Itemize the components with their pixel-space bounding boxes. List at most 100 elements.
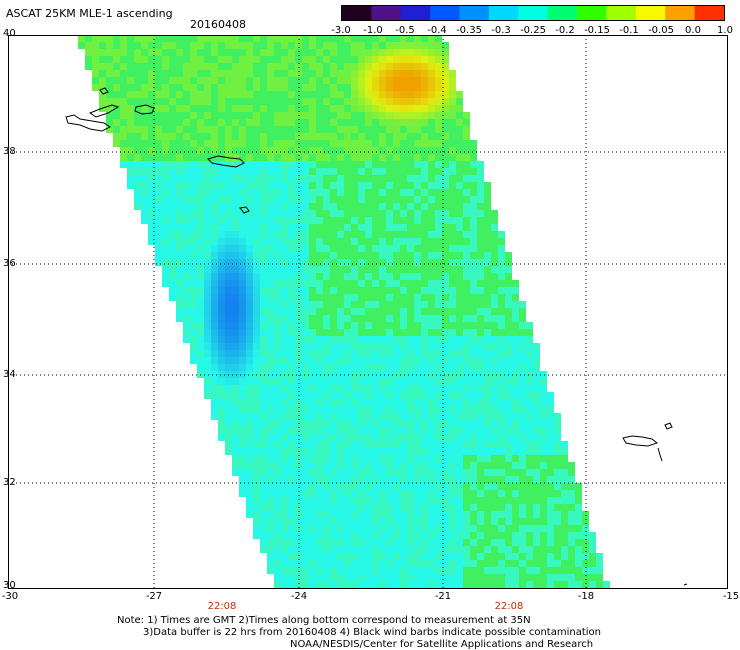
swath-pixel <box>561 539 568 546</box>
swath-pixel <box>330 273 337 280</box>
swath-pixel <box>302 462 309 469</box>
swath-pixel <box>253 126 260 133</box>
swath-pixel <box>442 126 449 133</box>
swath-pixel <box>323 119 330 126</box>
swath-pixel <box>351 329 358 336</box>
swath-pixel <box>386 126 393 133</box>
swath-pixel <box>239 105 246 112</box>
swath-pixel <box>372 441 379 448</box>
swath-pixel <box>288 406 295 413</box>
swath-pixel <box>253 532 260 539</box>
swath-pixel <box>365 98 372 105</box>
swath-pixel <box>414 343 421 350</box>
swath-pixel <box>512 581 519 588</box>
swath-pixel <box>267 252 274 259</box>
swath-pixel <box>239 434 246 441</box>
swath-pixel <box>260 196 267 203</box>
swath-pixel <box>477 546 484 553</box>
swath-pixel <box>218 301 225 308</box>
swath-pixel <box>379 35 386 42</box>
swath-pixel <box>337 161 344 168</box>
swath-pixel <box>561 455 568 462</box>
swath-pixel <box>197 91 204 98</box>
swath-pixel <box>561 469 568 476</box>
swath-pixel <box>449 91 456 98</box>
swath-pixel <box>246 42 253 49</box>
swath-pixel <box>428 343 435 350</box>
swath-pixel <box>309 196 316 203</box>
swath-pixel <box>176 189 183 196</box>
swath-pixel <box>442 532 449 539</box>
swath-pixel <box>190 350 197 357</box>
swath-pixel <box>288 462 295 469</box>
swath-pixel <box>162 91 169 98</box>
swath-pixel <box>421 406 428 413</box>
swath-pixel <box>519 392 526 399</box>
swath-pixel <box>190 42 197 49</box>
swath-pixel <box>421 175 428 182</box>
swath-pixel <box>358 504 365 511</box>
swath-pixel <box>295 343 302 350</box>
swath-pixel <box>393 476 400 483</box>
swath-pixel <box>449 112 456 119</box>
swath-pixel <box>246 511 253 518</box>
swath-pixel <box>421 483 428 490</box>
swath-pixel <box>239 77 246 84</box>
swath-pixel <box>365 406 372 413</box>
swath-pixel <box>477 175 484 182</box>
swath-pixel <box>540 511 547 518</box>
swath-pixel <box>512 399 519 406</box>
swath-pixel <box>309 385 316 392</box>
swath-pixel <box>477 539 484 546</box>
swath-pixel <box>295 315 302 322</box>
swath-pixel <box>582 574 589 581</box>
swath-pixel <box>225 161 232 168</box>
swath-pixel <box>421 238 428 245</box>
swath-pixel <box>218 245 225 252</box>
swath-pixel <box>400 378 407 385</box>
swath-pixel <box>148 84 155 91</box>
swath-pixel <box>302 252 309 259</box>
swath-pixel <box>337 518 344 525</box>
swath-pixel <box>498 238 505 245</box>
swath-pixel <box>274 581 281 588</box>
swath-pixel <box>442 203 449 210</box>
colorbar-segment <box>371 6 402 20</box>
swath-pixel <box>372 385 379 392</box>
swath-pixel <box>456 322 463 329</box>
swath-pixel <box>330 546 337 553</box>
swath-pixel <box>302 490 309 497</box>
swath-pixel <box>393 455 400 462</box>
swath-pixel <box>463 371 470 378</box>
swath-pixel <box>190 357 197 364</box>
swath-pixel <box>484 364 491 371</box>
swath-pixel <box>456 462 463 469</box>
swath-pixel <box>344 504 351 511</box>
swath-pixel <box>309 455 316 462</box>
swath-pixel <box>204 385 211 392</box>
swath-pixel <box>344 161 351 168</box>
swath-pixel <box>421 350 428 357</box>
swath-pixel <box>456 238 463 245</box>
swath-pixel <box>365 553 372 560</box>
swath-pixel <box>309 210 316 217</box>
swath-pixel <box>197 147 204 154</box>
swath-pixel <box>428 497 435 504</box>
swath-pixel <box>379 413 386 420</box>
swath-pixel <box>295 217 302 224</box>
swath-pixel <box>449 273 456 280</box>
swath-pixel <box>211 35 218 42</box>
swath-pixel <box>281 168 288 175</box>
swath-pixel <box>337 154 344 161</box>
swath-pixel <box>267 553 274 560</box>
swath-pixel <box>218 98 225 105</box>
swath-pixel <box>358 147 365 154</box>
swath-pixel <box>253 504 260 511</box>
swath-pixel <box>435 203 442 210</box>
swath-pixel <box>260 532 267 539</box>
swath-pixel <box>267 441 274 448</box>
swath-pixel <box>330 280 337 287</box>
colorbar-segment <box>400 6 431 20</box>
swath-pixel <box>386 294 393 301</box>
swath-pixel <box>316 469 323 476</box>
